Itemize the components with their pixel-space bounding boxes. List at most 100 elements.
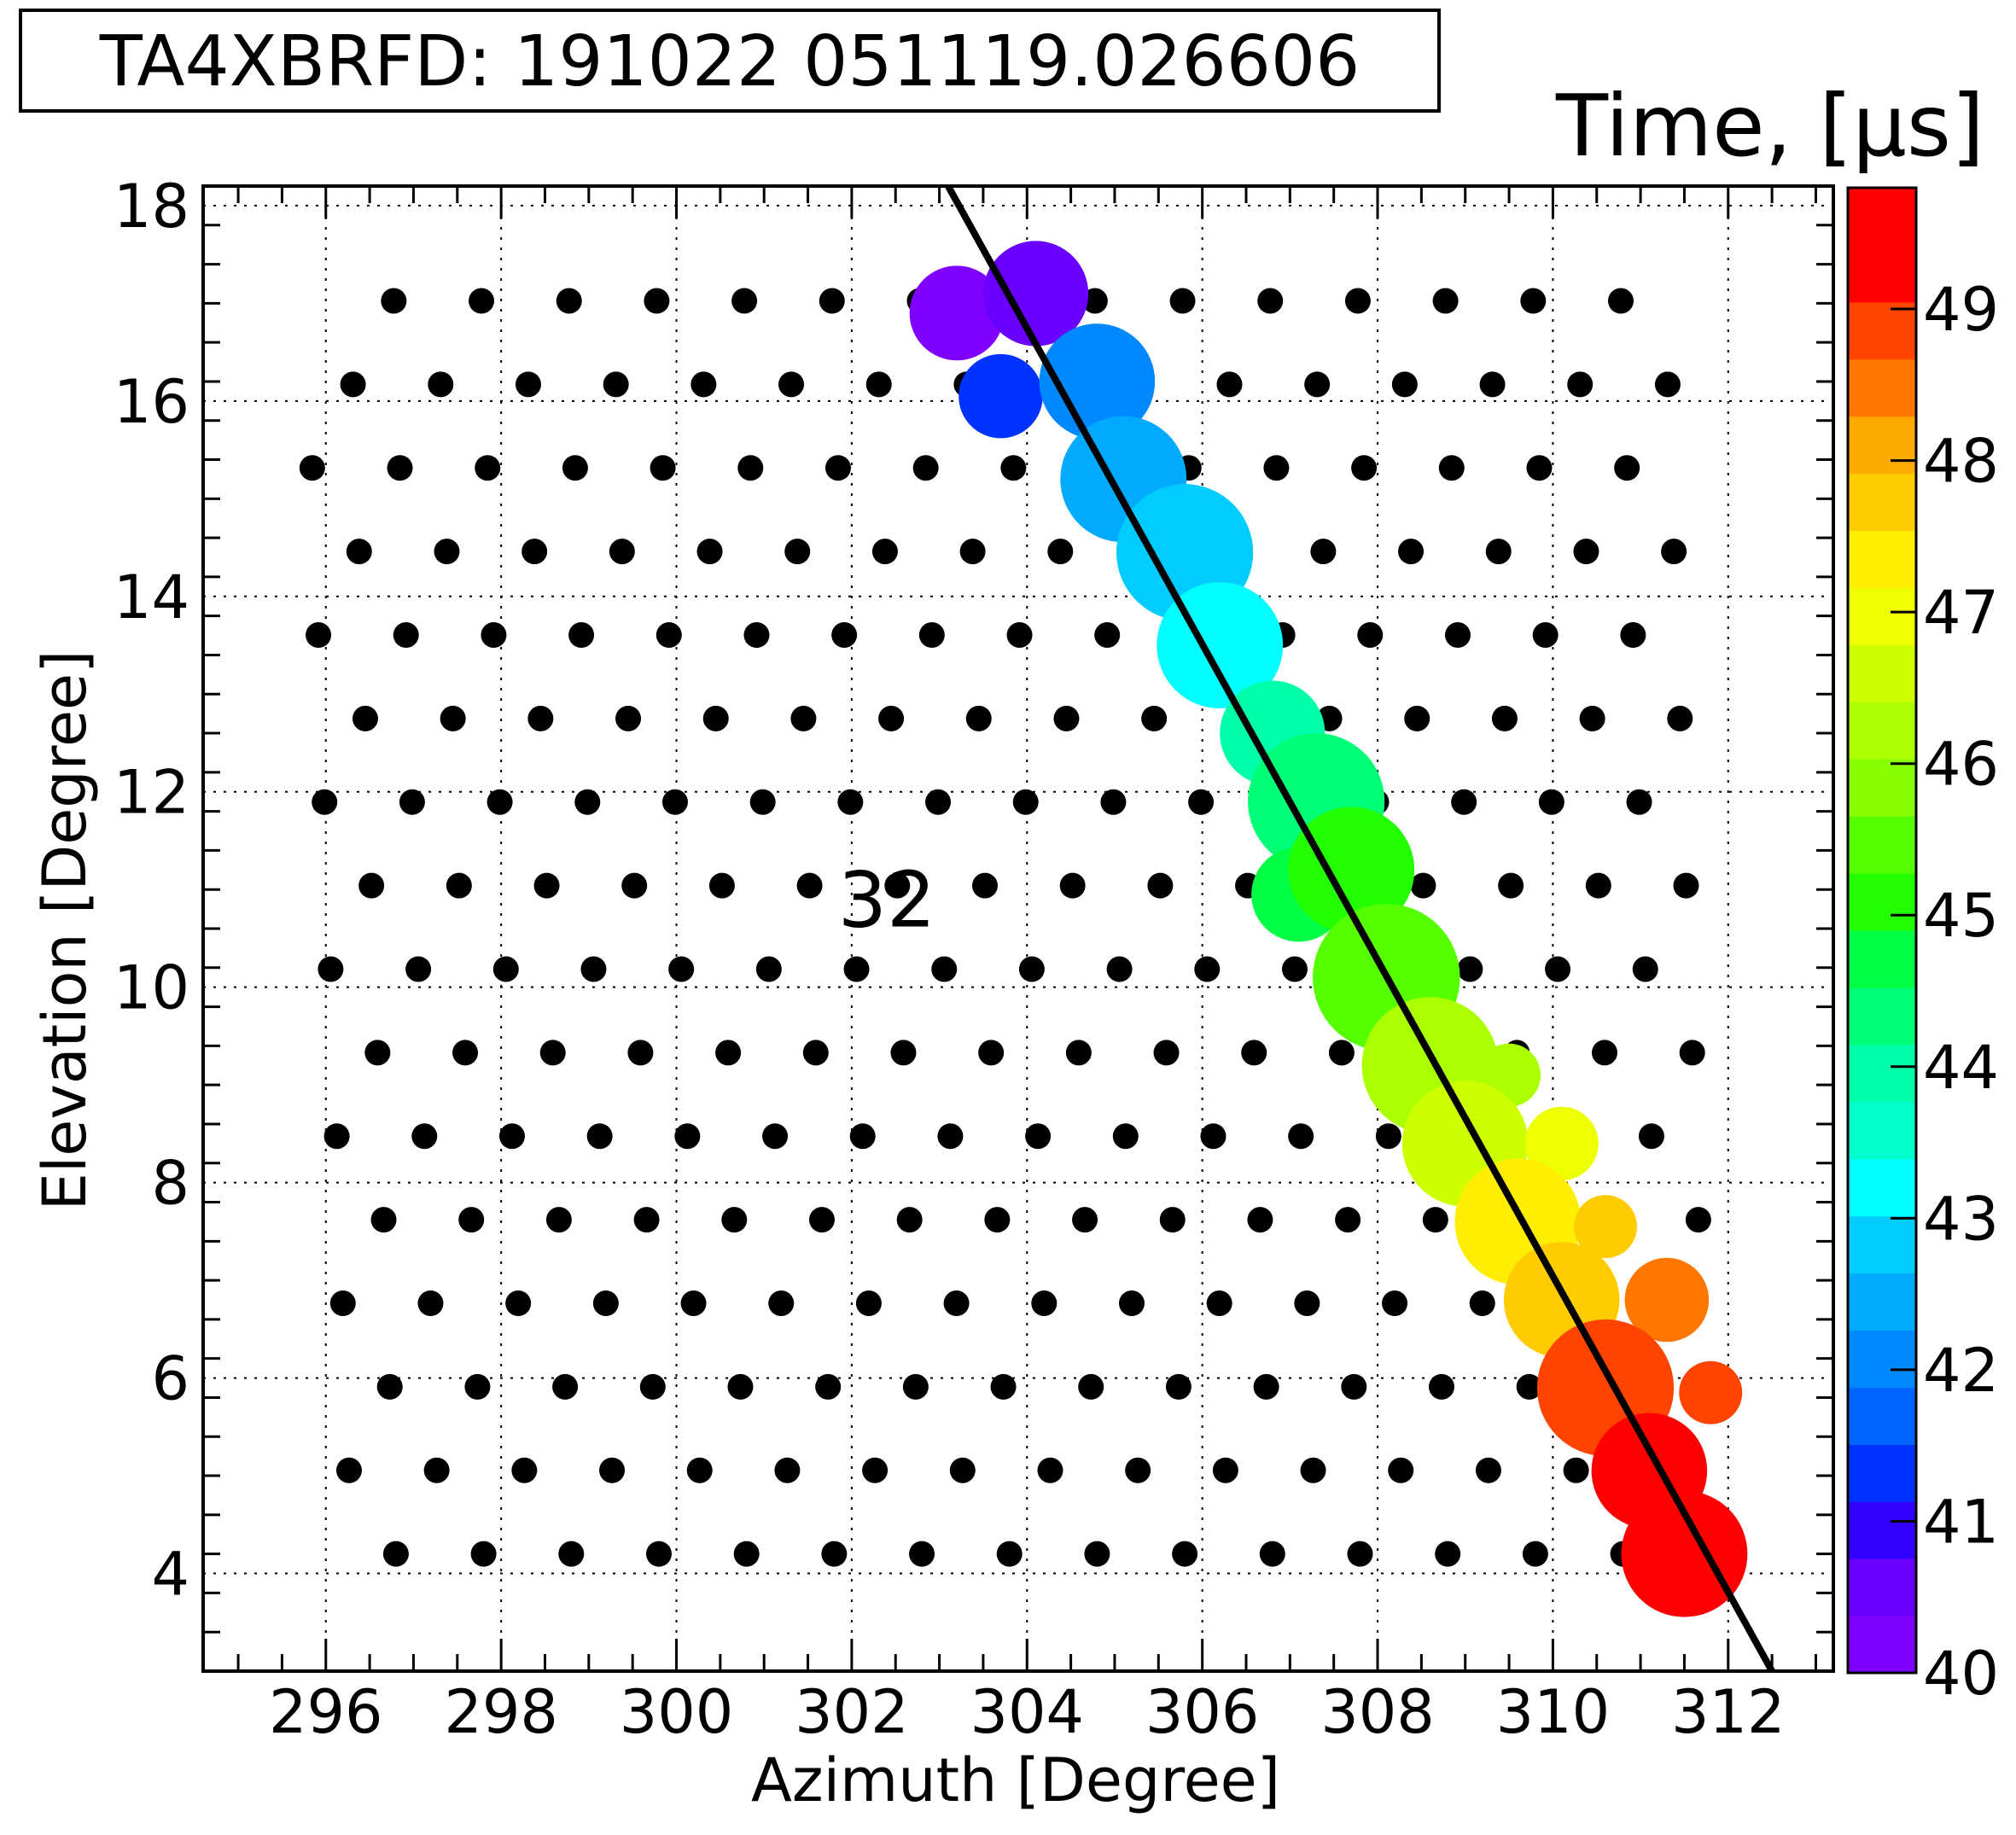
background-pixel [661,789,688,815]
background-pixel [1357,622,1384,649]
background-pixel [737,455,764,481]
hit-pixel [1039,323,1156,440]
background-pixel [680,1290,707,1317]
background-pixel [902,1373,929,1400]
background-pixel [1106,956,1133,982]
background-pixel [984,1207,1011,1233]
hit-pixel [1524,1106,1599,1180]
background-pixel [1112,1123,1139,1150]
background-pixel [592,1290,619,1317]
background-pixel [1281,956,1308,982]
colorbar-tick-label: 45 [1923,881,1999,951]
colorbar-band [1848,1273,1916,1331]
background-pixel [1347,1541,1373,1567]
background-pixel [481,622,507,649]
background-pixel [1169,288,1196,314]
background-pixel [1654,371,1681,398]
event-header: TA4XBRFD: 191022 051119.026606 [19,9,1441,113]
background-pixel [749,789,776,815]
background-pixel [539,1040,566,1066]
background-pixel [615,705,642,731]
colorbar-ticks: 40 41 42 43 44 45 46 47 48 49 [1891,275,1999,1709]
background-pixel [708,872,735,899]
background-pixel [1382,1290,1408,1317]
background-pixel [1563,1457,1589,1483]
background-pixel [329,1290,356,1317]
background-pixel [639,1373,666,1400]
background-pixel [387,455,413,481]
background-pixel [1344,288,1371,314]
background-pixel [1194,956,1221,982]
background-pixel [796,872,823,899]
background-pixel [1661,539,1687,565]
colorbar-band [1848,759,1916,817]
background-pixel [1520,288,1547,314]
background-pixel [1153,1040,1180,1066]
background-pixel [1404,705,1430,731]
background-pixel [1294,1290,1320,1317]
background-pixel [1526,455,1553,481]
background-pixel [1673,872,1699,899]
hit-pixel [1621,1490,1748,1617]
colorbar-band [1848,1444,1916,1502]
background-pixel [440,705,466,731]
axis-ticks [203,186,1833,1673]
background-pixel [428,371,454,398]
x-tick-label: 306 [1145,1677,1260,1747]
colorbar-band [1848,1616,1916,1674]
background-pixel [890,1040,917,1066]
background-pixel [1457,956,1483,982]
background-pixel [668,956,695,982]
y-tick-label: 8 [151,1149,189,1219]
background-pixel [505,1290,532,1317]
event-label: TA4XBRFD: 191022 051119.026606 [99,21,1361,102]
hit-pixel [909,265,1005,361]
background-pixel [1000,455,1027,481]
background-pixel [702,705,729,731]
background-pixel [1391,371,1418,398]
background-pixel [558,1541,585,1567]
background-pixel [1310,539,1337,565]
hit-pixel [1624,1257,1710,1343]
colorbar-tick-label: 44 [1923,1033,1999,1103]
background-pixel [1591,1040,1617,1066]
background-pixel [382,1541,409,1567]
background-pixel [990,1373,1017,1400]
background-pixel [568,622,595,649]
background-pixel [1679,1040,1705,1066]
background-pixel [1335,1207,1361,1233]
background-pixel [1118,1290,1145,1317]
y-tick-label: 6 [151,1344,189,1414]
background-pixel [715,1040,742,1066]
background-pixel [1498,872,1524,899]
background-pixel [1084,1541,1110,1567]
background-pixel [645,1541,672,1567]
background-pixel [978,1040,1005,1066]
background-pixel [1388,1457,1414,1483]
background-pixel [411,1123,438,1150]
hit-pixel [958,353,1043,439]
background-pixel [1159,1207,1186,1233]
hit-pixel [1574,1195,1637,1259]
background-pixel [346,539,372,565]
background-pixel [434,539,460,565]
background-pixel [965,705,992,731]
y-tick-label: 10 [114,953,189,1023]
background-pixel [1141,705,1168,731]
grid [203,186,1833,1671]
background-pixel [784,539,811,565]
background-pixel [790,705,817,731]
x-tick-label: 296 [269,1677,383,1747]
hit-pixel [982,241,1089,347]
background-pixel [949,1457,976,1483]
background-pixel [1047,539,1074,565]
background-pixel [871,539,898,565]
background-pixel [1257,288,1284,314]
background-pixel [1341,1373,1367,1400]
colorbar-tick-label: 46 [1923,730,1999,800]
colorbar-tick-label: 47 [1923,578,1999,648]
background-pixel [686,1457,713,1483]
background-pixel [1538,789,1564,815]
background-pixel [743,622,770,649]
background-pixel [696,539,723,565]
